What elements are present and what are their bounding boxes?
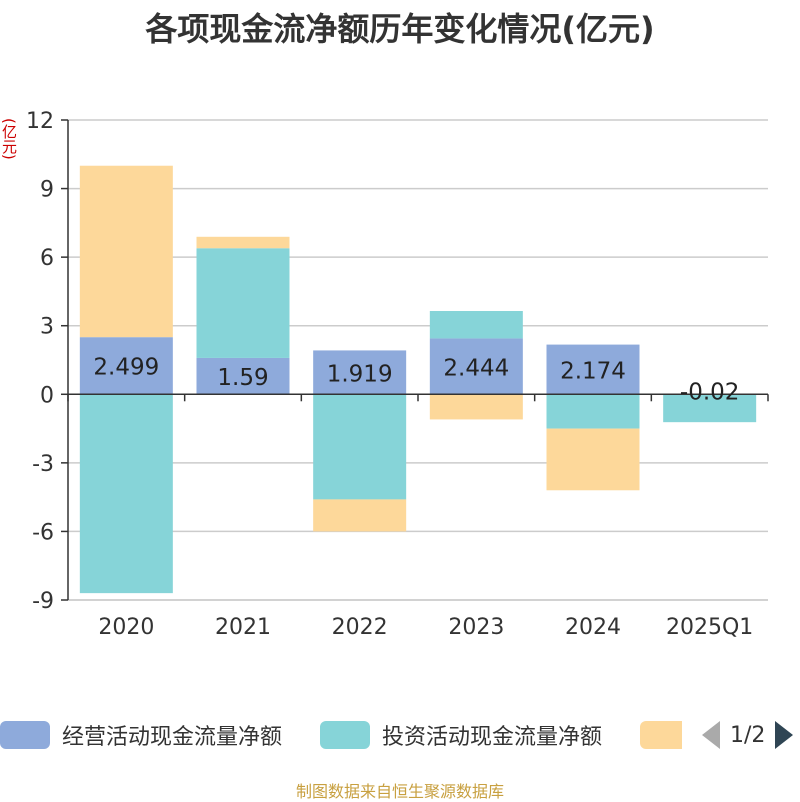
bar-segment bbox=[429, 310, 523, 339]
bar-segment bbox=[429, 394, 523, 420]
pager-text: 1/2 bbox=[730, 722, 766, 748]
legend-item-operating[interactable]: 经营活动现金流量净额 bbox=[0, 715, 282, 755]
legend-label-investing: 投资活动现金流量净额 bbox=[382, 725, 603, 750]
legend-swatch-operating bbox=[0, 721, 50, 749]
y-tick-label: -9 bbox=[32, 589, 54, 614]
y-tick-label: -6 bbox=[32, 520, 54, 545]
x-tick-label: 2022 bbox=[332, 615, 388, 640]
data-label: 1.59 bbox=[217, 365, 268, 391]
data-label: 2.174 bbox=[560, 358, 626, 384]
y-tick-label: 0 bbox=[40, 383, 54, 408]
y-tick-label: 3 bbox=[40, 315, 54, 340]
x-tick-label: 2020 bbox=[98, 615, 154, 640]
pager-next-icon[interactable] bbox=[775, 721, 794, 749]
legend-item-financing[interactable] bbox=[640, 715, 682, 755]
y-tick-label: 12 bbox=[26, 109, 54, 134]
bar-segment bbox=[313, 499, 407, 532]
stacked-bar-chart: -9 -6 -3 0 3 6 9 12 2020 2021 2022 2023 2024 2025Q1 2.… bbox=[26, 109, 769, 640]
y-tick-label: 6 bbox=[40, 246, 54, 271]
legend-swatch-financing bbox=[640, 721, 682, 749]
legend-swatch-investing bbox=[320, 721, 370, 749]
data-label: 2.444 bbox=[443, 355, 509, 381]
pager-prev-icon[interactable] bbox=[702, 721, 720, 749]
source-note: 制图数据来自恒生聚源数据库 bbox=[295, 782, 504, 801]
bar-segment bbox=[313, 394, 407, 500]
legend: 经营活动现金流量净额 投资活动现金流量净额 1/2 bbox=[0, 715, 800, 755]
legend-label-operating: 经营活动现金流量净额 bbox=[62, 725, 283, 750]
bar-segment bbox=[79, 337, 173, 395]
bar-segment bbox=[196, 357, 290, 395]
bar-segment bbox=[663, 394, 757, 423]
y-tick-label: -3 bbox=[32, 452, 54, 477]
y-axis-label: (亿元) bbox=[0, 118, 18, 160]
bar-segment bbox=[79, 165, 173, 338]
data-label: -0.02 bbox=[680, 379, 740, 405]
bar-segment bbox=[429, 338, 523, 395]
legend-item-investing[interactable]: 投资活动现金流量净额 bbox=[320, 715, 602, 755]
x-tick-label: 2025Q1 bbox=[666, 615, 753, 640]
bar-segment bbox=[546, 344, 640, 395]
y-tick-label: 9 bbox=[40, 178, 54, 203]
x-tick-label: 2023 bbox=[448, 615, 504, 640]
data-label: 2.499 bbox=[93, 355, 159, 381]
bar-segment bbox=[196, 236, 290, 249]
bar-segment bbox=[546, 428, 640, 491]
bar-segment bbox=[79, 394, 173, 594]
chart-title: 各项现金流净额历年变化情况(亿元) bbox=[145, 10, 655, 48]
bar-segment bbox=[313, 350, 407, 395]
legend-pager: 1/2 bbox=[702, 715, 794, 755]
bar-segment bbox=[546, 394, 640, 429]
data-label: 1.919 bbox=[327, 361, 393, 387]
bar-segment bbox=[196, 248, 290, 358]
x-tick-label: 2024 bbox=[565, 615, 621, 640]
x-tick-label: 2021 bbox=[215, 615, 271, 640]
